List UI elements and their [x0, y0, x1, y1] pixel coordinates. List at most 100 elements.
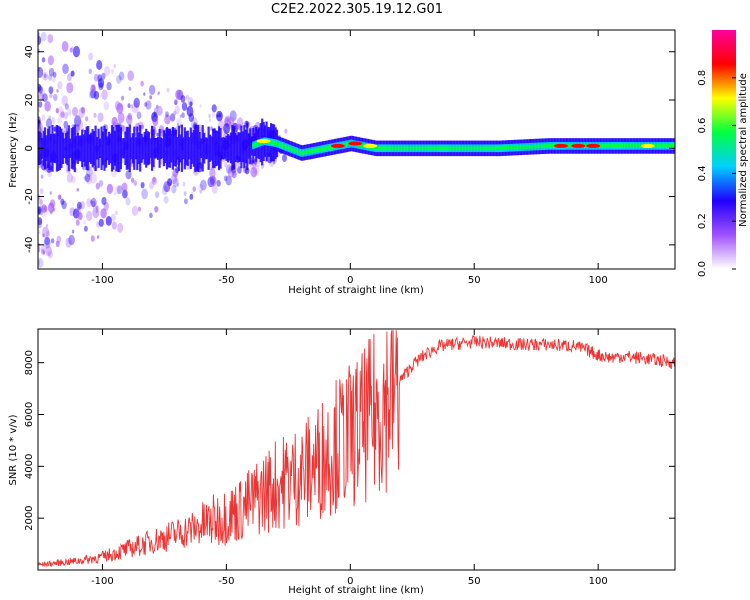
- ridge-peak: [372, 145, 375, 150]
- noise-blob: [42, 226, 50, 238]
- ridge-peak: [463, 146, 466, 151]
- noise-blob: [153, 125, 156, 130]
- x-tick-label: -50: [218, 275, 234, 286]
- ridge-band: [57, 125, 60, 171]
- noise-blob: [125, 170, 132, 180]
- noise-blob: [88, 68, 93, 75]
- ridge-band: [157, 136, 160, 160]
- noise-blob: [110, 68, 115, 74]
- ridge-band: [200, 138, 203, 158]
- ridge-peak: [615, 143, 618, 148]
- noise-blob: [88, 52, 94, 61]
- noise-blob: [188, 113, 195, 122]
- snr-series-line: [38, 330, 675, 568]
- noise-blob: [38, 218, 41, 225]
- noise-blob: [63, 120, 69, 129]
- ridge-peak: [476, 146, 479, 151]
- ridge-peak: [540, 144, 543, 149]
- noise-blob: [57, 106, 64, 117]
- noise-blob: [97, 112, 104, 123]
- noise-blob: [210, 176, 216, 185]
- ridge-peak: [411, 146, 414, 151]
- noise-blob: [179, 114, 182, 118]
- ridge-band: [106, 136, 109, 161]
- ridge-peak: [499, 146, 502, 151]
- ridge-band: [103, 125, 106, 171]
- ridge-band: [232, 125, 235, 170]
- ridge-band: [177, 125, 180, 171]
- noise-blob: [56, 89, 59, 93]
- ridge-band: [212, 128, 215, 169]
- ridge-peak: [667, 143, 670, 148]
- ridge-peak: [500, 146, 503, 151]
- ridge-peak: [391, 146, 395, 151]
- noise-blob: [83, 175, 87, 181]
- ridge-peak: [625, 143, 628, 148]
- ridge-peak: [317, 147, 320, 152]
- noise-blob: [64, 103, 69, 110]
- ridge-band: [43, 127, 47, 170]
- ridge-peak: [487, 146, 490, 151]
- noise-blob: [225, 175, 232, 186]
- ridge-peak: [359, 143, 362, 148]
- ridge-band: [188, 137, 191, 160]
- noise-blob: [131, 177, 135, 183]
- noise-blob: [47, 55, 55, 66]
- ridge-band: [73, 124, 76, 173]
- noise-blob: [176, 182, 180, 187]
- ridge-peak: [345, 142, 348, 147]
- ridge-peak: [295, 149, 298, 153]
- ridge-peak: [344, 142, 347, 147]
- ridge-peak: [322, 147, 325, 151]
- ridge-band: [110, 125, 114, 172]
- noise-blob: [38, 86, 43, 93]
- ridge-peak: [464, 146, 467, 151]
- noise-blob: [42, 233, 45, 238]
- noise-blob: [43, 205, 48, 212]
- ridge-peak: [280, 143, 283, 148]
- ridge-band: [61, 132, 64, 164]
- noise-blob: [95, 205, 99, 210]
- ridge-peak: [298, 150, 301, 155]
- noise-blob: [211, 104, 217, 113]
- ridge-peak: [637, 143, 640, 148]
- noise-blob: [157, 92, 160, 96]
- noise-blob: [116, 185, 123, 195]
- noise-blob: [154, 191, 160, 199]
- x-tick-label: -100: [91, 576, 114, 587]
- noise-blob: [208, 113, 211, 118]
- noise-blob: [154, 206, 159, 213]
- ridge-peak: [634, 143, 637, 148]
- ridge-band: [158, 128, 161, 168]
- ridge-band: [58, 126, 61, 170]
- noise-blob: [69, 47, 73, 53]
- noise-blob: [38, 85, 43, 94]
- noise-blob: [140, 182, 145, 189]
- ridge-peak: [673, 143, 675, 148]
- ridge-peak: [433, 146, 436, 151]
- ridge-band: [139, 125, 142, 172]
- ridge-band: [171, 126, 174, 170]
- x-tick-label: 0: [347, 576, 353, 587]
- noise-blob: [40, 206, 48, 218]
- ridge-peak: [396, 146, 399, 151]
- ridge-band: [194, 124, 197, 173]
- noise-blob: [92, 207, 100, 219]
- ridge-peak: [277, 142, 280, 146]
- ridge-peak: [445, 146, 448, 151]
- noise-blob: [41, 204, 47, 213]
- noise-blob: [174, 99, 178, 105]
- noise-blob: [223, 123, 231, 135]
- ridge-peak: [286, 145, 289, 150]
- noise-blob: [51, 75, 57, 83]
- ridge-peak: [452, 146, 456, 151]
- noise-blob: [38, 119, 41, 126]
- ridge-peak: [389, 146, 392, 151]
- ridge-peak: [622, 143, 625, 148]
- noise-blob: [148, 181, 154, 190]
- ridge-peak: [283, 144, 286, 149]
- ridge-peak: [510, 145, 514, 150]
- ridge-peak: [331, 145, 334, 150]
- noise-blob: [41, 114, 46, 122]
- ridge-band: [225, 135, 228, 161]
